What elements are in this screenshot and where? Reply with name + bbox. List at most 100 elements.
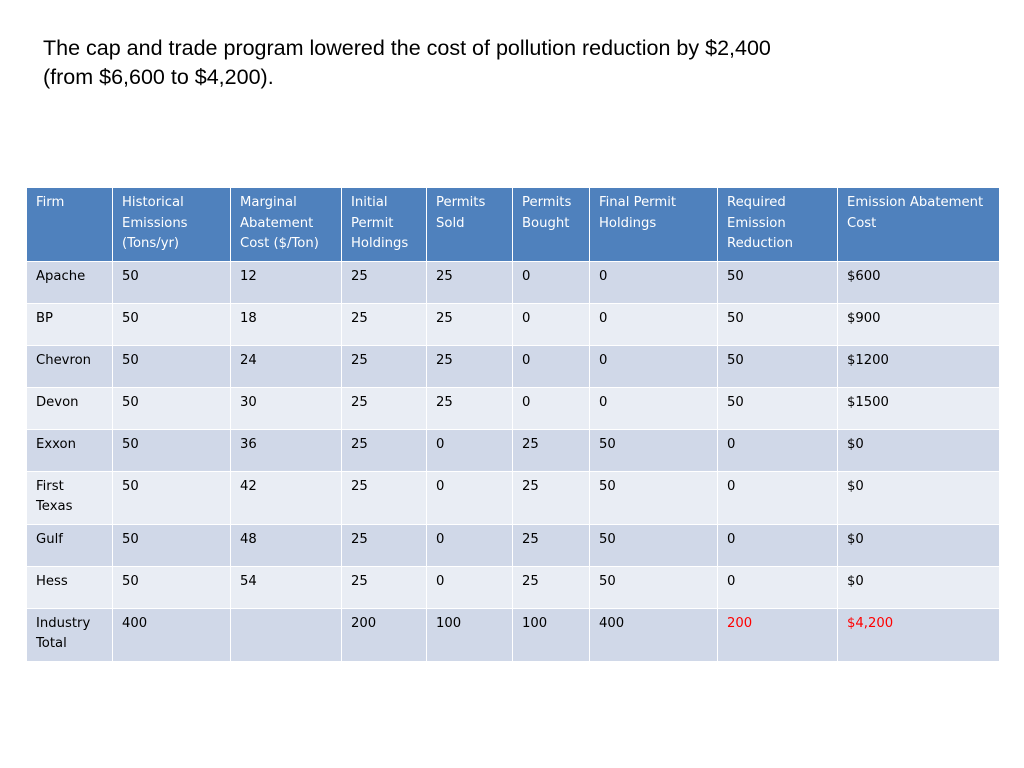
table-row: Gulf 50 48 25 0 25 50 0 $0 bbox=[26, 523, 1000, 567]
table-cell: 50 bbox=[112, 302, 231, 346]
table-cell: 0 bbox=[426, 523, 513, 567]
table-cell: 50 bbox=[589, 565, 718, 609]
table-cell: 50 bbox=[112, 523, 231, 567]
table-cell: Apache bbox=[26, 260, 113, 304]
table-cell: $1500 bbox=[837, 386, 1000, 430]
table-cell: 24 bbox=[230, 344, 342, 388]
table-cell: 25 bbox=[341, 386, 427, 430]
table-cell: 25 bbox=[341, 470, 427, 525]
table-cell: 50 bbox=[717, 386, 838, 430]
table-cell: Hess bbox=[26, 565, 113, 609]
table-cell: 0 bbox=[717, 428, 838, 472]
table-cell: Chevron bbox=[26, 344, 113, 388]
table-row: First Texas 50 42 25 0 25 50 0 $0 bbox=[26, 470, 1000, 525]
table-cell: 0 bbox=[589, 260, 718, 304]
table-cell: 50 bbox=[717, 302, 838, 346]
table-cell: 50 bbox=[717, 344, 838, 388]
table-cell: $0 bbox=[837, 523, 1000, 567]
table-cell: 50 bbox=[589, 428, 718, 472]
table-row: Exxon 50 36 25 0 25 50 0 $0 bbox=[26, 428, 1000, 472]
table-cell: 0 bbox=[717, 523, 838, 567]
table-cell: BP bbox=[26, 302, 113, 346]
table-cell: 25 bbox=[426, 260, 513, 304]
table-cell: 0 bbox=[717, 565, 838, 609]
table-cell: Industry Total bbox=[26, 607, 113, 662]
table-cell: $900 bbox=[837, 302, 1000, 346]
table-cell: 0 bbox=[512, 260, 590, 304]
table-cell: 0 bbox=[512, 386, 590, 430]
table-cell: 0 bbox=[589, 344, 718, 388]
table-cell: 400 bbox=[589, 607, 718, 662]
table-cell: 50 bbox=[112, 386, 231, 430]
table-row: Devon 50 30 25 25 0 0 50 $1500 bbox=[26, 386, 1000, 430]
table-cell: 50 bbox=[589, 470, 718, 525]
permit-table: Firm Historical Emissions (Tons/yr) Marg… bbox=[26, 187, 1000, 662]
table-cell: 50 bbox=[112, 428, 231, 472]
column-header: Emission Abatement Cost bbox=[837, 187, 1000, 262]
table-row: Hess 50 54 25 0 25 50 0 $0 bbox=[26, 565, 1000, 609]
table-cell: 25 bbox=[341, 302, 427, 346]
column-header: Final Permit Holdings bbox=[589, 187, 718, 262]
table-cell: 0 bbox=[426, 565, 513, 609]
column-header: Permits Sold bbox=[426, 187, 513, 262]
table-row: Apache 50 12 25 25 0 0 50 $600 bbox=[26, 260, 1000, 304]
table-cell: 25 bbox=[341, 523, 427, 567]
table-cell: Devon bbox=[26, 386, 113, 430]
table-cell: 50 bbox=[717, 260, 838, 304]
table-total-row: Industry Total 400 200 100 100 400 200 $… bbox=[26, 607, 1000, 662]
table-row: Chevron 50 24 25 25 0 0 50 $1200 bbox=[26, 344, 1000, 388]
table-cell: 48 bbox=[230, 523, 342, 567]
table-cell: $0 bbox=[837, 428, 1000, 472]
table-cell: 25 bbox=[426, 386, 513, 430]
column-header: Firm bbox=[26, 187, 113, 262]
table-cell: 50 bbox=[112, 260, 231, 304]
total-abatement-cost: $4,200 bbox=[837, 607, 1000, 662]
table-cell: 25 bbox=[341, 565, 427, 609]
table-cell: 0 bbox=[589, 302, 718, 346]
table-cell: $1200 bbox=[837, 344, 1000, 388]
table-cell: $0 bbox=[837, 565, 1000, 609]
table-cell: 50 bbox=[112, 470, 231, 525]
table-cell: Exxon bbox=[26, 428, 113, 472]
table-cell: 54 bbox=[230, 565, 342, 609]
table-cell: 25 bbox=[512, 523, 590, 567]
table-cell: 25 bbox=[426, 344, 513, 388]
table-cell: 0 bbox=[512, 302, 590, 346]
column-header: Permits Bought bbox=[512, 187, 590, 262]
table-cell: $0 bbox=[837, 470, 1000, 525]
table-row: BP 50 18 25 25 0 0 50 $900 bbox=[26, 302, 1000, 346]
table-cell: 200 bbox=[341, 607, 427, 662]
column-header: Required Emission Reduction bbox=[717, 187, 838, 262]
table-cell: 36 bbox=[230, 428, 342, 472]
table-cell: 400 bbox=[112, 607, 231, 662]
table-cell: 50 bbox=[112, 565, 231, 609]
table-cell: 12 bbox=[230, 260, 342, 304]
table-cell: 25 bbox=[341, 344, 427, 388]
table-cell: 50 bbox=[589, 523, 718, 567]
heading-line-2: (from $6,600 to $4,200). bbox=[43, 65, 274, 89]
table-cell: 0 bbox=[589, 386, 718, 430]
slide-heading: The cap and trade program lowered the co… bbox=[43, 34, 983, 92]
table-cell: 0 bbox=[426, 428, 513, 472]
table-cell: 25 bbox=[341, 428, 427, 472]
table-cell: 42 bbox=[230, 470, 342, 525]
table-cell: 25 bbox=[512, 470, 590, 525]
table-cell: 50 bbox=[112, 344, 231, 388]
table-cell: 30 bbox=[230, 386, 342, 430]
table-cell: 25 bbox=[341, 260, 427, 304]
column-header: Initial Permit Holdings bbox=[341, 187, 427, 262]
table-cell: Gulf bbox=[26, 523, 113, 567]
heading-line-1: The cap and trade program lowered the co… bbox=[43, 36, 771, 60]
table-cell: 18 bbox=[230, 302, 342, 346]
table-cell: 100 bbox=[512, 607, 590, 662]
table-cell: 25 bbox=[512, 565, 590, 609]
table-cell: 100 bbox=[426, 607, 513, 662]
table-cell bbox=[230, 607, 342, 662]
table-cell: 25 bbox=[512, 428, 590, 472]
table-cell: 0 bbox=[426, 470, 513, 525]
table-header-row: Firm Historical Emissions (Tons/yr) Marg… bbox=[26, 187, 1000, 262]
table-cell: First Texas bbox=[26, 470, 113, 525]
table-cell: $600 bbox=[837, 260, 1000, 304]
column-header: Historical Emissions (Tons/yr) bbox=[112, 187, 231, 262]
